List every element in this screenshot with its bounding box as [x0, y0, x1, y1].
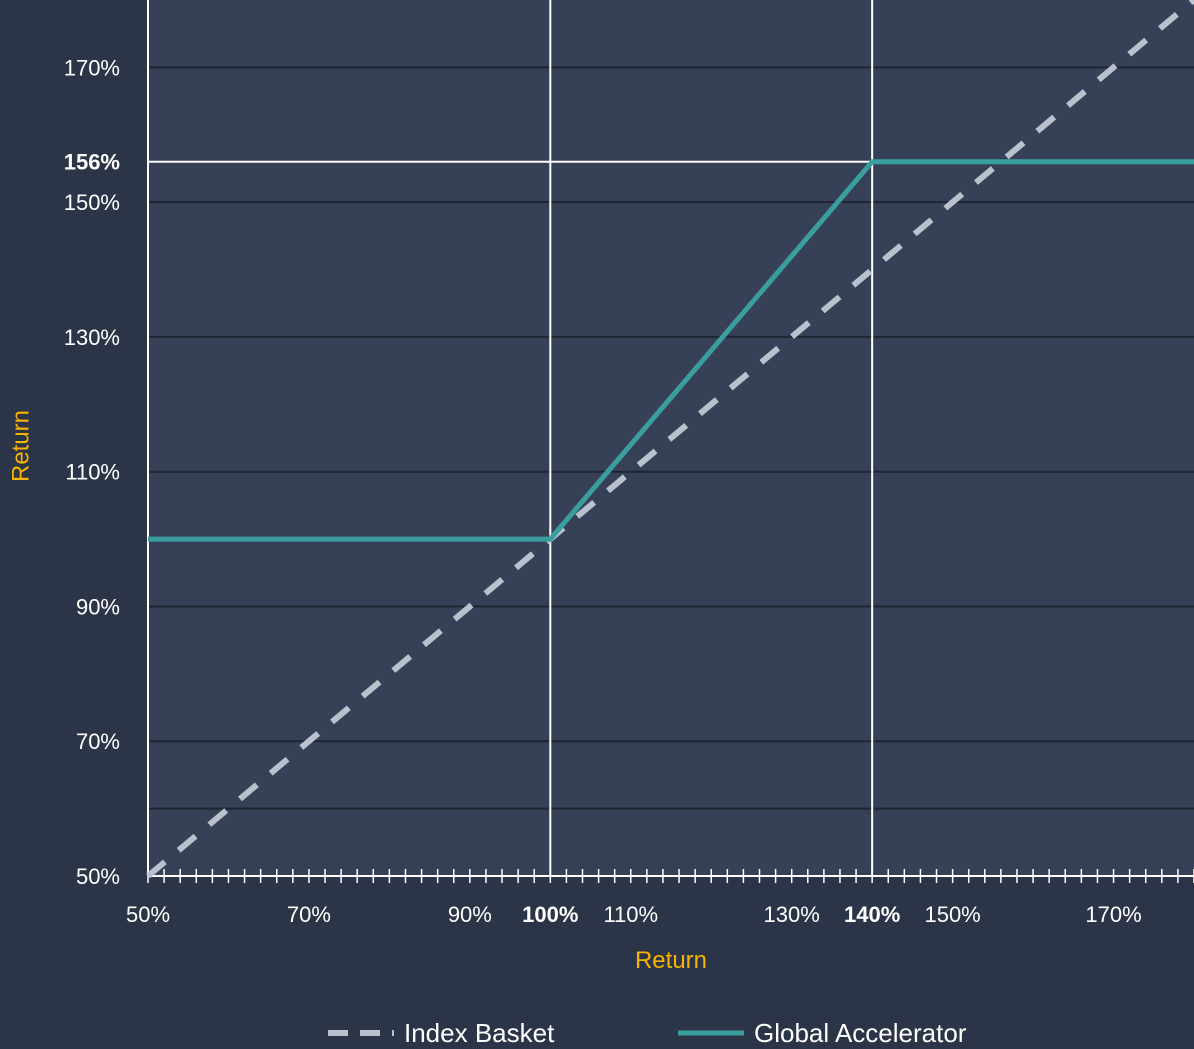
legend-label-index-basket: Index Basket: [404, 1018, 555, 1048]
series-global-accelerator: [148, 159, 1194, 542]
x-tick-label: 130%: [764, 902, 820, 927]
x-tick-labels: 50% 70% 90% 100% 110% 130% 140% 150% 170%: [126, 902, 1142, 927]
x-tick-label: 150%: [924, 902, 980, 927]
y-tick-label: 150%: [64, 190, 120, 215]
x-tick-label: 50%: [126, 902, 170, 927]
x-axis-title: Return: [635, 947, 707, 974]
y-tick-label: 130%: [64, 325, 120, 350]
x-tick-label: 90%: [448, 902, 492, 927]
x-tick-label: 100%: [522, 902, 578, 927]
legend-label-global-accelerator: Global Accelerator: [754, 1018, 967, 1048]
y-tick-labels: 50% 70% 90% 110% 130% 150% 156% 170%: [64, 55, 120, 889]
x-tick-label: 170%: [1085, 902, 1141, 927]
x-tick-label: 70%: [287, 902, 331, 927]
y-tick-label: 50%: [76, 864, 120, 889]
series-lines: [146, 0, 1194, 879]
y-tick-label: 156%: [64, 150, 120, 175]
x-tick-label: 140%: [844, 902, 900, 927]
y-tick-label: 170%: [64, 55, 120, 80]
y-tick-label: 110%: [65, 460, 120, 485]
x-tick-label: 110%: [603, 902, 658, 927]
y-tick-label: 90%: [76, 594, 120, 619]
legend: Index Basket Global Accelerator: [328, 1018, 967, 1048]
gridlines: [148, 66, 1194, 810]
y-tick-label: 70%: [76, 729, 120, 754]
y-axis-title: Return: [7, 410, 34, 482]
series-index-basket: [146, 0, 1194, 879]
